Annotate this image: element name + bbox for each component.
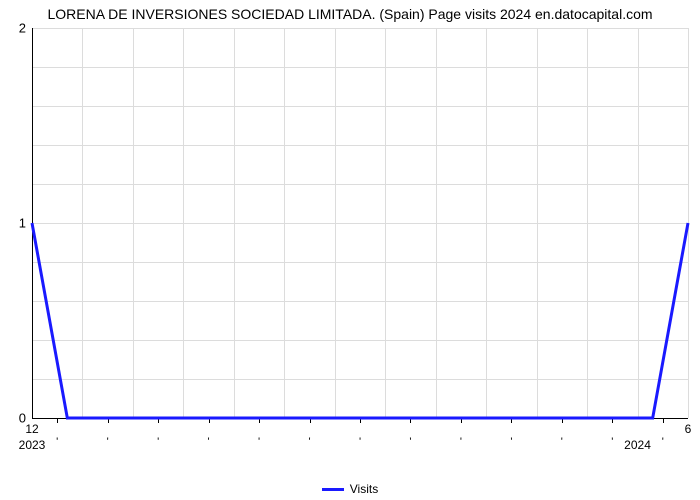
- y-tick-label: 2: [19, 21, 32, 36]
- x-secondary-label: 6: [685, 422, 692, 436]
- series-layer: [32, 28, 688, 418]
- legend-swatch: [322, 488, 344, 491]
- x-minor-tick: [57, 418, 58, 423]
- series-line-visits: [32, 223, 688, 418]
- x-minor-label: ': [56, 436, 58, 448]
- x-minor-tick: [663, 418, 664, 423]
- legend: Visits: [0, 482, 700, 496]
- plot-area: 01212620232024''''''''''''': [32, 28, 688, 418]
- chart-title: LORENA DE INVERSIONES SOCIEDAD LIMITADA.…: [0, 6, 700, 22]
- x-minor-label: ': [107, 436, 109, 448]
- legend-label: Visits: [350, 482, 378, 496]
- x-minor-label: ': [510, 436, 512, 448]
- plot-right-border: [688, 28, 689, 418]
- x-year-label: 2023: [19, 438, 46, 452]
- x-secondary-label: 12: [25, 422, 38, 436]
- x-minor-label: ': [460, 436, 462, 448]
- y-tick-label: 1: [19, 216, 32, 231]
- x-minor-label: ': [409, 436, 411, 448]
- x-year-label: 2024: [624, 438, 651, 452]
- x-minor-label: ': [611, 436, 613, 448]
- x-minor-label: ': [157, 436, 159, 448]
- x-minor-label: ': [258, 436, 260, 448]
- x-minor-label: ': [561, 436, 563, 448]
- x-minor-label: ': [208, 436, 210, 448]
- x-minor-label: ': [308, 436, 310, 448]
- x-minor-label: ': [359, 436, 361, 448]
- x-minor-label: ': [662, 436, 664, 448]
